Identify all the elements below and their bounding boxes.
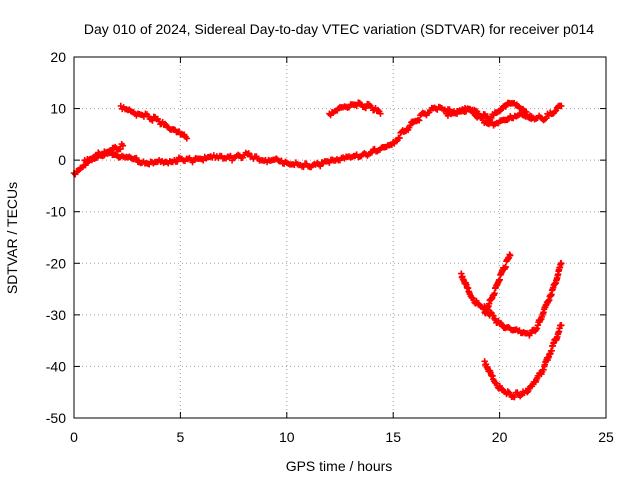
- y-tick-label: -20: [46, 255, 66, 271]
- y-tick-label: -10: [46, 204, 66, 220]
- data-point: [527, 114, 534, 122]
- data-point: [374, 106, 382, 114]
- series-5: [458, 259, 565, 339]
- data-point: [558, 102, 565, 110]
- data-point: [511, 393, 518, 401]
- data-point: [507, 252, 514, 259]
- axis-ticks: 0 5 10 15 20 25 -50 -40 -30 -20 -10 0 10 20: [46, 49, 614, 445]
- data-point: [523, 108, 530, 116]
- data-point: [528, 115, 535, 123]
- data-point: [504, 388, 512, 395]
- data-point: [183, 135, 190, 142]
- data-point: [479, 114, 486, 122]
- data-point: [149, 117, 156, 124]
- x-tick-label: 25: [598, 429, 614, 445]
- series-2: [117, 102, 190, 142]
- data-point: [416, 117, 423, 124]
- x-tick-label: 0: [70, 429, 78, 445]
- y-tick-label: 10: [50, 101, 66, 117]
- data-point: [117, 145, 124, 153]
- data-point: [108, 148, 115, 156]
- series-4: [443, 99, 535, 124]
- data-point: [245, 150, 252, 157]
- plot-frame: [73, 56, 607, 419]
- data-point: [551, 108, 559, 115]
- chart-title: Day 010 of 2024, Sidereal Day-to-day VTE…: [84, 21, 594, 37]
- x-tick-label: 20: [492, 429, 508, 445]
- data-point: [133, 154, 140, 162]
- data-point: [353, 102, 360, 110]
- data-point: [504, 116, 511, 124]
- y-axis-label: SDTVAR / TECUs: [4, 182, 20, 294]
- y-tick-label: -50: [46, 410, 66, 426]
- data-point: [541, 116, 549, 123]
- data-point: [317, 162, 324, 170]
- y-tick-label: 20: [50, 49, 66, 65]
- data-point: [533, 325, 541, 332]
- series-6: [481, 251, 514, 317]
- series-3: [326, 99, 384, 119]
- data-point: [524, 389, 531, 396]
- y-tick-label: -30: [46, 307, 66, 323]
- data-point: [396, 134, 403, 142]
- data-points: [70, 99, 565, 401]
- data-point: [377, 110, 384, 117]
- series-0: [70, 102, 565, 178]
- data-point: [558, 260, 565, 267]
- data-point: [393, 138, 400, 145]
- data-point: [502, 263, 509, 271]
- y-tick-label: -40: [46, 358, 66, 374]
- y-tick-label: 0: [58, 152, 66, 168]
- x-tick-label: 15: [385, 429, 401, 445]
- data-point: [119, 142, 127, 149]
- x-tick-label: 10: [279, 429, 295, 445]
- series-1: [81, 140, 127, 166]
- data-point: [558, 321, 565, 329]
- data-point: [407, 122, 414, 129]
- series-7: [481, 321, 565, 401]
- data-point: [362, 104, 370, 112]
- x-tick-label: 5: [177, 429, 185, 445]
- x-axis-label: GPS time / hours: [286, 458, 393, 474]
- data-point: [491, 315, 498, 322]
